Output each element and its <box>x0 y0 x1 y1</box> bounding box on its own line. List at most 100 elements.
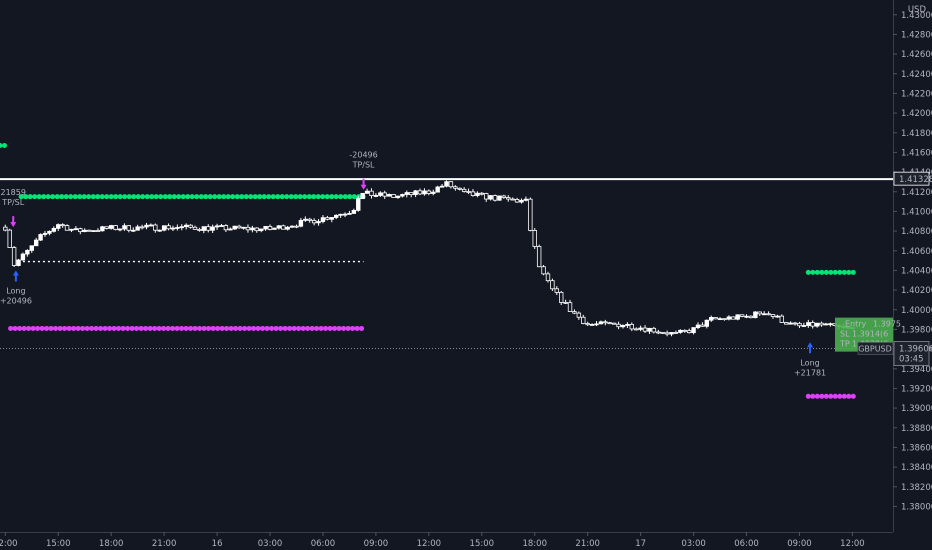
candle-body <box>95 230 101 233</box>
candle-body <box>179 226 184 229</box>
candle <box>347 210 352 215</box>
candle-body <box>611 322 617 325</box>
indicator-dot <box>210 325 216 331</box>
candle-body <box>686 330 692 334</box>
indicator-dot <box>224 325 230 331</box>
price-tick-label: 1.40600 <box>901 247 932 257</box>
candle-body <box>784 322 789 325</box>
candle-body <box>7 229 12 248</box>
candle-body <box>232 225 237 230</box>
indicator-dot <box>302 194 308 200</box>
price-tick-label: 1.42600 <box>901 50 932 60</box>
candle-body <box>788 322 793 325</box>
candle <box>108 224 114 230</box>
candle-body <box>223 225 229 231</box>
candle-body <box>678 329 683 333</box>
candle-body <box>11 247 17 266</box>
candle <box>634 327 639 331</box>
candle-body <box>753 311 758 319</box>
time-tick-label: 12:00 <box>417 539 442 549</box>
candle <box>201 226 207 234</box>
candle <box>356 196 361 212</box>
time-tick-label: 12:00 <box>840 539 865 549</box>
candle <box>364 188 370 194</box>
indicator-dot <box>8 325 14 331</box>
price-tick-label: 1.39800 <box>901 325 932 335</box>
candle <box>135 224 140 231</box>
candle-body <box>117 228 123 231</box>
candle <box>289 225 295 228</box>
candle <box>51 226 57 233</box>
candle <box>33 237 39 247</box>
candle-body <box>713 317 718 320</box>
candle-body <box>625 324 630 326</box>
indicator-dot <box>135 194 141 200</box>
indicator-dot <box>86 194 92 200</box>
candle <box>642 325 648 333</box>
indicator-dot <box>194 194 200 200</box>
indicator-dot <box>122 194 128 200</box>
candle <box>559 290 564 306</box>
candle <box>717 317 723 321</box>
candle <box>581 314 586 325</box>
candle <box>144 222 149 230</box>
indicator-dot <box>149 194 155 200</box>
candle-body <box>3 226 8 231</box>
candle <box>669 332 674 337</box>
candle <box>342 212 348 218</box>
candle-body <box>267 226 273 230</box>
candle-body <box>316 221 321 224</box>
candle-body <box>20 253 26 261</box>
candle-body <box>219 225 224 227</box>
candle-body <box>585 323 590 326</box>
candle-body <box>603 321 608 324</box>
candle <box>563 299 568 304</box>
tp-arrow-icon <box>10 216 17 228</box>
price-tick-label: 1.40000 <box>901 306 932 316</box>
indicator-dot <box>219 325 225 331</box>
sl-dots <box>8 325 365 331</box>
candle <box>678 329 683 334</box>
candle <box>100 225 105 232</box>
candle <box>400 193 405 198</box>
candle <box>7 228 12 248</box>
candle <box>320 215 326 224</box>
price-tick-label: 1.40800 <box>901 227 932 237</box>
candle <box>576 311 582 320</box>
candle <box>126 225 132 233</box>
candle-body <box>241 226 246 229</box>
candle-body <box>647 327 652 332</box>
candle-body <box>395 195 401 198</box>
price-tick-label: 1.42000 <box>901 109 932 119</box>
candle <box>660 331 665 335</box>
candle-body <box>731 316 736 320</box>
indicator-dot <box>324 194 330 200</box>
candle-body <box>664 332 670 335</box>
candle <box>122 223 127 231</box>
candle-body <box>739 314 745 317</box>
candle <box>748 315 754 319</box>
indicator-dot <box>90 194 96 200</box>
candle <box>391 193 396 198</box>
indicator-dot <box>216 194 222 200</box>
candle <box>461 187 467 193</box>
candle-body <box>470 191 476 196</box>
candle-body <box>775 315 780 318</box>
candle <box>153 223 158 233</box>
candle-body <box>435 186 440 193</box>
indicator-dot <box>814 269 820 275</box>
indicator-dot <box>125 325 131 331</box>
indicator-dot <box>107 325 113 331</box>
candle-body <box>536 246 542 268</box>
candle-body <box>192 226 198 230</box>
candle <box>245 224 251 233</box>
indicator-dot <box>116 325 122 331</box>
candle-body <box>254 227 259 232</box>
candle-body <box>104 226 109 229</box>
candle-body <box>289 225 295 228</box>
candle-body <box>634 328 639 331</box>
indicator-dot <box>207 194 213 200</box>
indicator-dot <box>81 194 87 200</box>
candle-body <box>183 224 189 228</box>
